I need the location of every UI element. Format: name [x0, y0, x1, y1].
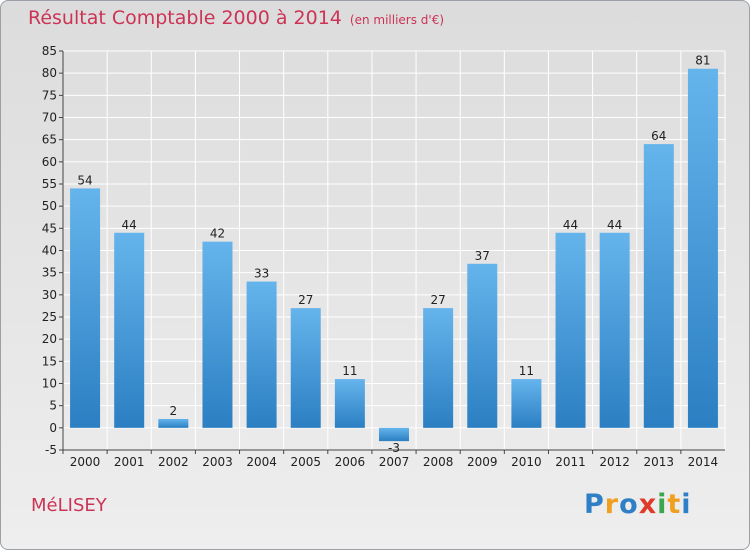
data-label-2004: 33: [254, 267, 269, 281]
data-label-2009: 37: [475, 249, 490, 263]
x-tick-label: 2012: [599, 455, 630, 469]
x-tick-label: 2010: [511, 455, 542, 469]
y-tick-label: 55: [42, 177, 57, 191]
logo-letter: i: [657, 489, 668, 520]
data-label-2006: 11: [342, 364, 357, 378]
y-tick-labels: -5 0 5 10 15 20 25 30 35 40 45 50 55 60 65 70 75 80 85: [42, 44, 57, 457]
y-tick-label: 10: [42, 377, 57, 391]
bar-2005: [290, 308, 321, 428]
bar-2002: [158, 418, 189, 428]
y-tick-label: 20: [42, 332, 57, 346]
bar-2009: [467, 263, 498, 428]
x-tick-label: 2002: [158, 455, 189, 469]
logo-letter: r: [604, 489, 620, 520]
x-tick-label: 2011: [555, 455, 586, 469]
y-tick-label: 0: [49, 421, 57, 435]
y-tick-label: 35: [42, 266, 57, 280]
bar-2008: [423, 308, 454, 428]
y-tick-label: 40: [42, 244, 57, 258]
x-tick-label: 2001: [114, 455, 145, 469]
x-tick-label: 2003: [202, 455, 233, 469]
chart-title: Résultat Comptable 2000 à 2014 (en millie…: [28, 7, 444, 29]
y-tick-label: 80: [42, 66, 57, 80]
data-label-2001: 44: [122, 218, 137, 232]
y-tick-label: 30: [42, 288, 57, 302]
bar-2004: [246, 281, 277, 428]
bar-2000: [70, 188, 101, 428]
x-tick-label: 2013: [644, 455, 675, 469]
y-tick-label: 15: [42, 354, 57, 368]
commune-name: MéLISEY: [31, 495, 107, 516]
bar-2001: [114, 232, 145, 428]
y-tick-label: 25: [42, 310, 57, 324]
y-tick-label: 65: [42, 133, 57, 147]
data-label-2003: 42: [210, 227, 225, 241]
y-tick-label: 45: [42, 221, 57, 235]
chart-subtitle: (en milliers d'€): [349, 13, 445, 27]
logo-letter: x: [638, 489, 658, 520]
y-tick-label: 60: [42, 155, 57, 169]
data-label-2012: 44: [607, 218, 622, 232]
proxiti-logo: Proxiti: [584, 489, 692, 520]
data-label-2007: -3: [388, 441, 400, 455]
data-labels: 54 44 2 42 33 27 11 -3 27 37 11 44 44 64 81: [77, 54, 710, 455]
y-tick-label: 75: [42, 88, 57, 102]
logo-letter: t: [667, 489, 682, 520]
bar-2006: [334, 379, 365, 428]
y-tick-label: 70: [42, 111, 57, 125]
logo-letter: P: [584, 489, 605, 520]
bar-2007: [379, 427, 409, 442]
data-label-2000: 54: [77, 173, 92, 187]
logo-letter: i: [681, 489, 692, 520]
x-tick-label: 2005: [290, 455, 321, 469]
bar-2011: [555, 232, 586, 428]
data-label-2014: 81: [695, 54, 710, 68]
data-label-2005: 27: [298, 293, 313, 307]
bar-2010: [511, 379, 542, 428]
y-tick-label: 50: [42, 199, 57, 213]
data-label-2008: 27: [430, 293, 445, 307]
x-tick-labels: 2000 2001 2002 2003 2004 2005 2006 2007 2008 2009…: [70, 455, 718, 469]
bar-2012: [599, 232, 630, 428]
bar-2003: [202, 241, 233, 428]
x-tick-label: 2007: [379, 455, 410, 469]
y-tick-label: -5: [45, 443, 57, 457]
bars: [70, 68, 718, 442]
data-label-2013: 64: [651, 129, 666, 143]
data-label-2010: 11: [519, 364, 534, 378]
x-tick-label: 2009: [467, 455, 498, 469]
data-label-2002: 2: [170, 404, 178, 418]
chart-title-text: Résultat Comptable 2000 à 2014: [28, 7, 342, 29]
bar-2013: [643, 144, 674, 428]
logo-letter: o: [619, 489, 639, 520]
x-tick-label: 2008: [423, 455, 454, 469]
bar-2014: [687, 68, 718, 428]
y-tick-label: 85: [42, 44, 57, 58]
x-tick-label: 2014: [688, 455, 719, 469]
x-tick-label: 2004: [246, 455, 277, 469]
axes: [59, 50, 725, 454]
x-tick-label: 2006: [335, 455, 366, 469]
data-label-2011: 44: [563, 218, 578, 232]
x-tick-label: 2000: [70, 455, 101, 469]
y-tick-label: 5: [49, 399, 57, 413]
